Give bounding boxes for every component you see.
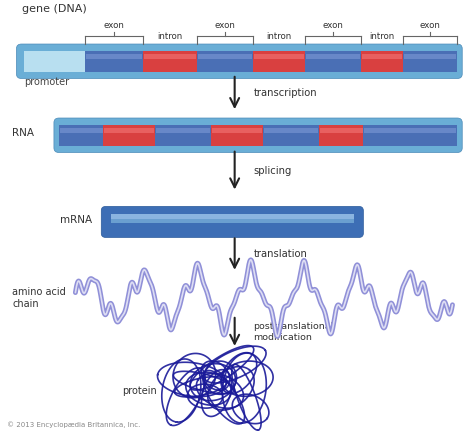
Bar bbox=[305, 51, 361, 72]
Bar bbox=[143, 51, 197, 72]
Bar bbox=[59, 125, 103, 146]
Bar bbox=[104, 128, 154, 133]
Text: exon: exon bbox=[215, 21, 236, 30]
Bar bbox=[361, 51, 403, 72]
Bar bbox=[110, 219, 354, 223]
Text: promoter: promoter bbox=[24, 77, 69, 87]
Bar bbox=[404, 54, 456, 59]
Text: protein: protein bbox=[123, 386, 157, 396]
Bar bbox=[156, 128, 210, 133]
Bar bbox=[306, 54, 360, 59]
Bar bbox=[103, 125, 155, 146]
Text: intron: intron bbox=[370, 32, 395, 41]
Bar bbox=[263, 125, 319, 146]
Text: posttranslational
modification: posttranslational modification bbox=[254, 322, 334, 342]
Bar bbox=[264, 128, 318, 133]
Bar bbox=[198, 54, 253, 59]
Text: amino acid
chain: amino acid chain bbox=[12, 287, 66, 309]
Bar bbox=[365, 128, 456, 133]
Bar bbox=[24, 51, 85, 72]
Bar bbox=[255, 54, 304, 59]
Bar bbox=[362, 54, 402, 59]
Text: RNA: RNA bbox=[12, 128, 34, 138]
Text: intron: intron bbox=[158, 32, 183, 41]
Bar bbox=[197, 51, 254, 72]
Bar bbox=[320, 128, 363, 133]
Text: exon: exon bbox=[323, 21, 344, 30]
Bar bbox=[211, 125, 263, 146]
Bar bbox=[403, 51, 457, 72]
Text: splicing: splicing bbox=[254, 166, 292, 176]
Bar bbox=[144, 54, 196, 59]
Bar bbox=[24, 54, 455, 59]
Text: © 2013 Encyclopædia Britannica, Inc.: © 2013 Encyclopædia Britannica, Inc. bbox=[8, 421, 141, 428]
FancyBboxPatch shape bbox=[101, 207, 364, 237]
Text: transcription: transcription bbox=[254, 88, 317, 98]
Text: mRNA: mRNA bbox=[60, 215, 92, 225]
Text: gene (DNA): gene (DNA) bbox=[21, 4, 86, 14]
Bar bbox=[85, 51, 143, 72]
FancyBboxPatch shape bbox=[17, 44, 462, 79]
Bar bbox=[110, 214, 354, 223]
FancyBboxPatch shape bbox=[54, 118, 462, 152]
Bar bbox=[60, 128, 102, 133]
Text: exon: exon bbox=[420, 21, 441, 30]
Bar bbox=[86, 54, 142, 59]
Bar bbox=[319, 125, 364, 146]
Bar bbox=[254, 51, 305, 72]
Text: translation: translation bbox=[254, 249, 307, 259]
Bar bbox=[212, 128, 262, 133]
Bar bbox=[61, 128, 455, 134]
Text: intron: intron bbox=[266, 32, 292, 41]
Bar bbox=[155, 125, 211, 146]
Bar bbox=[364, 125, 457, 146]
Text: exon: exon bbox=[104, 21, 125, 30]
